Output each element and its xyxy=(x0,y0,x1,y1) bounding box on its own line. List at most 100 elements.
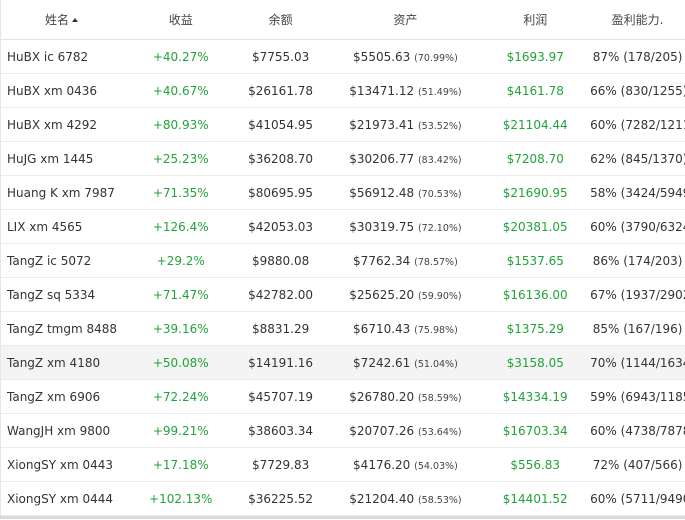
cell-assets-percent: (59.90%) xyxy=(417,290,462,302)
column-header-profit[interactable]: 利润 xyxy=(523,13,548,27)
cell-assets-value: $21204.40 xyxy=(349,491,415,506)
cell-assets: $7242.61 (51.04%) xyxy=(331,356,481,370)
cell-assets: $21973.41 (53.52%) xyxy=(331,118,481,132)
table-row[interactable]: TangZ sq 5334 +71.47% $42782.00 $25625.20 (… xyxy=(1,278,685,312)
cell-name: TangZ ic 5072 xyxy=(7,253,92,268)
cell-ratio: 67% (1937/2902) xyxy=(590,287,685,302)
cell-assets-percent: (78.57%) xyxy=(414,256,458,268)
cell-name: LIX xm 4565 xyxy=(7,219,83,234)
cell-name: TangZ xm 4180 xyxy=(7,355,101,370)
cell-ratio: 60% (4738/7878) xyxy=(590,423,685,438)
cell-assets-percent: (72.10%) xyxy=(417,222,462,234)
cell-assets-percent: (51.49%) xyxy=(417,86,462,98)
cell-assets: $6710.43 (75.98%) xyxy=(331,322,481,336)
cell-assets-value: $21973.41 xyxy=(349,117,415,132)
cell-balance: $36225.52 xyxy=(248,491,314,506)
cell-return: +99.21% xyxy=(152,423,209,438)
cell-return: +40.67% xyxy=(152,83,209,98)
table-row[interactable]: HuBX xm 4292 +80.93% $41054.95 $21973.41 (5… xyxy=(1,108,685,142)
column-header-name-label: 姓名 xyxy=(45,13,70,27)
cell-assets-percent: (83.42%) xyxy=(417,154,462,166)
cell-assets-percent: (70.99%) xyxy=(414,52,458,64)
table-row[interactable]: Huang K xm 7987 +71.35% $80695.95 $56912.48… xyxy=(1,176,685,210)
cell-name: HuBX xm 4292 xyxy=(7,117,98,132)
table-row[interactable]: TangZ xm 6906 +72.24% $45707.19 $26780.20 (… xyxy=(1,380,685,414)
sort-up-icon xyxy=(72,18,79,22)
cell-balance: $14191.16 xyxy=(248,355,314,370)
cell-assets-percent: (51.04%) xyxy=(414,358,458,370)
cell-assets-value: $30206.77 xyxy=(349,151,415,166)
cell-ratio: 59% (6943/11859) xyxy=(590,389,685,404)
column-header-ratio[interactable]: 盈利能力. xyxy=(611,13,664,27)
cell-assets-value: $20707.26 xyxy=(349,423,415,438)
cell-assets-percent: (58.53%) xyxy=(417,494,462,506)
cell-assets-value: $7762.34 xyxy=(353,253,411,268)
cell-name: TangZ tmgm 8488 xyxy=(7,321,118,336)
cell-assets: $4176.20 (54.03%) xyxy=(331,458,481,472)
table-row[interactable]: XiongSY xm 0444 +102.13% $36225.52 $21204.4… xyxy=(1,482,685,516)
cell-ratio: 85% (167/196) xyxy=(592,321,683,336)
cell-name: XiongSY xm 0443 xyxy=(7,457,114,472)
cell-balance: $26161.78 xyxy=(248,83,314,98)
cell-return: +80.93% xyxy=(152,117,209,132)
cell-balance: $36208.70 xyxy=(248,151,314,166)
table-row[interactable]: HuJG xm 1445 +25.23% $36208.70 $30206.77 (8… xyxy=(1,142,685,176)
cell-return: +72.24% xyxy=(152,389,209,404)
horizontal-scrollbar[interactable] xyxy=(0,516,685,519)
cell-profit: $16703.34 xyxy=(502,423,568,438)
cell-assets-percent: (54.03%) xyxy=(414,460,458,472)
cell-ratio: 86% (174/203) xyxy=(592,253,683,268)
column-header-return[interactable]: 收益 xyxy=(168,13,193,27)
cell-ratio: 70% (1144/1634) xyxy=(590,355,685,370)
cell-assets-value: $13471.12 xyxy=(349,83,415,98)
column-header-balance[interactable]: 余额 xyxy=(268,13,293,27)
cell-profit: $4161.78 xyxy=(506,83,564,98)
cell-assets-percent: (75.98%) xyxy=(414,324,458,336)
cell-balance: $38603.34 xyxy=(248,423,314,438)
table-row[interactable]: XiongSY xm 0443 +17.18% $7729.83 $4176.20 (… xyxy=(1,448,685,482)
cell-profit: $21690.95 xyxy=(502,185,568,200)
cell-profit: $7208.70 xyxy=(506,151,564,166)
table-row[interactable]: LIX xm 4565 +126.4% $42053.03 $30319.75 (72… xyxy=(1,210,685,244)
cell-assets-value: $5505.63 xyxy=(353,49,411,64)
cell-assets: $30319.75 (72.10%) xyxy=(331,220,481,234)
cell-return: +17.18% xyxy=(152,457,209,472)
cell-return: +39.16% xyxy=(152,321,209,336)
cell-balance: $80695.95 xyxy=(248,185,314,200)
cell-balance: $7729.83 xyxy=(251,457,310,472)
cell-ratio: 66% (830/1255) xyxy=(590,83,685,98)
cell-assets-value: $56912.48 xyxy=(349,185,415,200)
column-header-name[interactable]: 姓名 xyxy=(1,11,131,28)
cell-name: HuBX ic 6782 xyxy=(7,49,89,64)
cell-return: +40.27% xyxy=(152,49,209,64)
cell-profit: $1693.97 xyxy=(506,49,564,64)
cell-assets-value: $7242.61 xyxy=(353,355,411,370)
cell-assets: $13471.12 (51.49%) xyxy=(331,84,481,98)
table-row[interactable]: WangJH xm 9800 +99.21% $38603.34 $20707.26 … xyxy=(1,414,685,448)
cell-profit: $1375.29 xyxy=(506,321,564,336)
cell-ratio: 60% (7282/12112) xyxy=(590,117,685,132)
cell-balance: $9880.08 xyxy=(251,253,310,268)
cell-assets-value: $30319.75 xyxy=(349,219,415,234)
cell-ratio: 62% (845/1370) xyxy=(590,151,685,166)
cell-name: TangZ sq 5334 xyxy=(7,287,96,302)
cell-return: +71.35% xyxy=(152,185,209,200)
table-row[interactable]: HuBX ic 6782 +40.27% $7755.03 $5505.63 (70.… xyxy=(1,40,685,74)
cell-ratio: 87% (178/205) xyxy=(592,49,683,64)
cell-profit: $21104.44 xyxy=(502,117,568,132)
table-row[interactable]: TangZ tmgm 8488 +39.16% $8831.29 $6710.43 (… xyxy=(1,312,685,346)
cell-name: WangJH xm 9800 xyxy=(7,423,111,438)
cell-profit: $16136.00 xyxy=(502,287,568,302)
cell-name: XiongSY xm 0444 xyxy=(7,491,114,506)
table-row[interactable]: TangZ ic 5072 +29.2% $9880.08 $7762.34 (78.… xyxy=(1,244,685,278)
cell-assets-value: $4176.20 xyxy=(353,457,411,472)
table-row[interactable]: HuBX xm 0436 +40.67% $26161.78 $13471.12 (5… xyxy=(1,74,685,108)
column-header-assets[interactable]: 资产 xyxy=(393,13,418,27)
cell-assets-percent: (58.59%) xyxy=(417,392,462,404)
cell-assets-value: $6710.43 xyxy=(353,321,411,336)
cell-ratio: 72% (407/566) xyxy=(592,457,683,472)
table-row[interactable]: TangZ xm 4180 +50.08% $14191.16 $7242.61 (5… xyxy=(1,346,685,380)
cell-return: +29.2% xyxy=(156,253,205,268)
cell-profit: $556.83 xyxy=(510,457,561,472)
